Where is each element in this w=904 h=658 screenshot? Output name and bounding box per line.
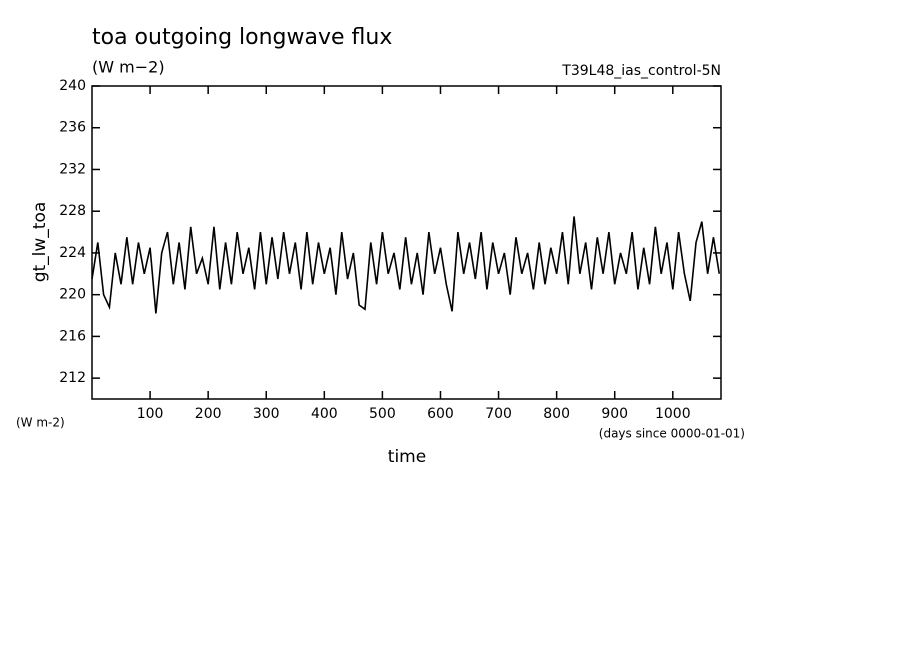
y-tick-label: 220: [59, 287, 86, 303]
y-tick-label: 224: [59, 245, 86, 261]
annotation: T39L48_ias_control-5N: [561, 63, 721, 79]
x-tick-label: 700: [485, 406, 512, 422]
x-axis-label: time: [388, 447, 426, 467]
data-line: [91, 216, 721, 314]
subtitle: (W m−2): [92, 58, 165, 77]
x-tick-label: 400: [311, 406, 338, 422]
y-tick-label: 228: [59, 203, 86, 219]
y-tick-label: 236: [59, 120, 86, 136]
x-tick-label: 900: [601, 406, 628, 422]
y-tick-label: 212: [59, 370, 86, 386]
x-units: (days since 0000-01-01): [599, 427, 745, 441]
y-axis-label: gt_lw_toa: [30, 202, 50, 283]
x-tick-label: 200: [195, 406, 222, 422]
x-tick-label: 800: [543, 406, 570, 422]
y-units: (W m-2): [16, 416, 65, 430]
y-tick-label: 232: [59, 161, 86, 177]
x-tick-label: 1000: [655, 406, 691, 422]
y-tick-label: 216: [59, 328, 86, 344]
x-tick-label: 300: [253, 406, 280, 422]
y-tick-label: 240: [59, 78, 86, 94]
x-tick-label: 500: [369, 406, 396, 422]
x-tick-label: 100: [137, 406, 164, 422]
x-tick-label: 600: [427, 406, 454, 422]
plot-frame: [91, 85, 722, 400]
chart-title: toa outgoing longwave flux: [92, 25, 392, 50]
